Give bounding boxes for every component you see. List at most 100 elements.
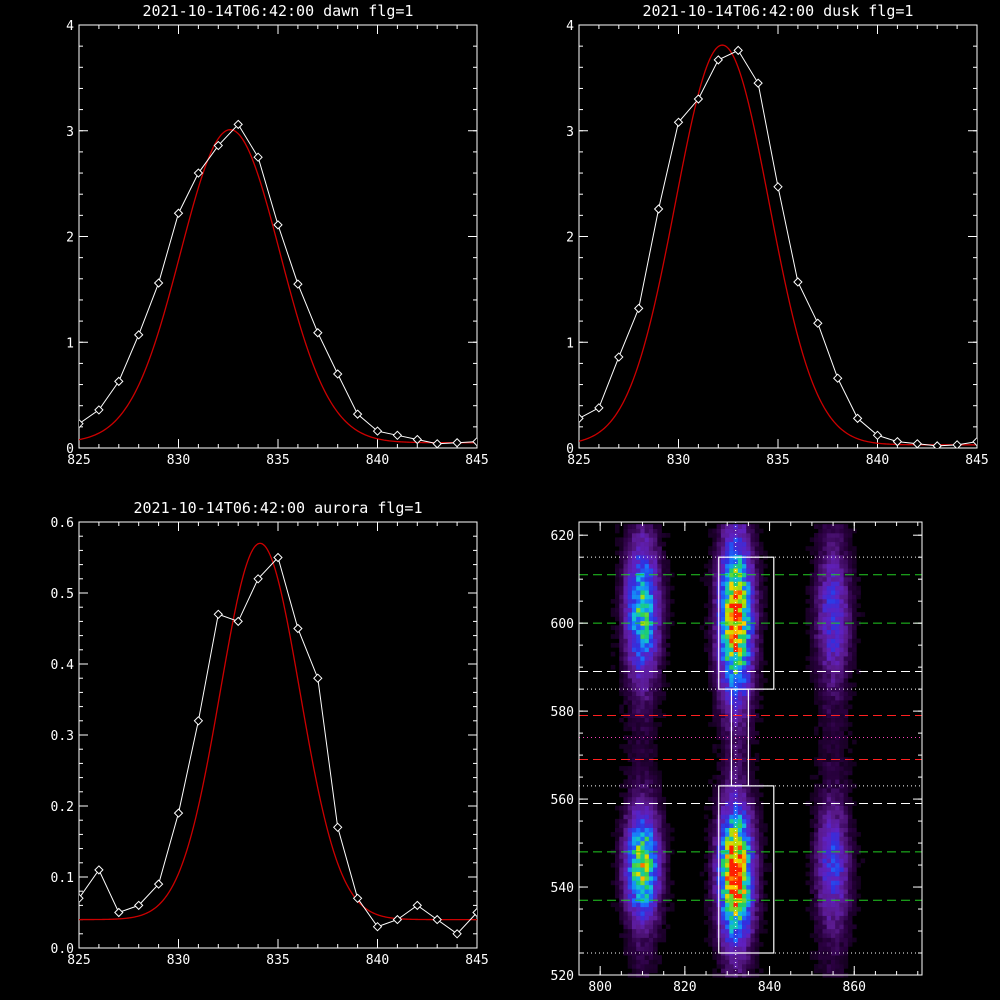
heatmap-cell [708,607,713,613]
heatmap-cell [631,924,637,930]
heatmap-cell [631,704,637,710]
heatmap-cell [631,774,637,780]
heatmap-cell [631,576,637,582]
heatmap-cell [830,955,836,960]
heatmap-cell [653,928,658,934]
heatmap-cell [822,735,828,741]
heatmap-cell [818,625,823,631]
heatmap-cell [716,964,722,969]
heatmap-cell [852,598,857,604]
heatmap-cell [640,678,645,683]
heatmap-cell [839,832,844,837]
heatmap-cell [703,805,709,811]
heatmap-cell [640,700,645,705]
heatmap-cell [818,788,823,793]
heatmap-cell [725,788,730,793]
heatmap-cell [725,805,730,811]
heatmap-cell [737,616,743,622]
heatmap-cell [847,598,853,604]
heatmap-cell [636,537,641,543]
heatmap-cell [619,906,624,912]
heatmap-cell [636,814,641,820]
heatmap-cell [631,884,637,890]
heatmap-cell [627,814,633,820]
y-tick-label: 2 [566,231,574,246]
heatmap-cell [725,656,730,661]
heatmap-cell [619,871,624,877]
heatmap-cell [627,920,633,925]
fit-curve [579,44,977,446]
heatmap-cell [636,550,641,556]
heatmap-cell [657,858,662,864]
heatmap-cell [742,849,747,855]
heatmap-cell [657,669,662,675]
heatmap-cell [839,964,844,969]
heatmap-cell [708,682,713,688]
heatmap-cell [814,572,819,578]
heatmap-cell [852,691,857,697]
heatmap-cell [627,704,633,710]
heatmap-cell [627,924,633,930]
heatmap-cell [619,603,624,609]
heatmap-cell [763,585,768,591]
heatmap-cell [725,933,730,938]
heatmap-cell [737,796,743,802]
heatmap-cell [758,576,764,582]
heatmap-cell [818,955,823,960]
heatmap-cell [843,590,849,595]
heatmap-cell [712,554,717,560]
heatmap-cell [733,629,739,635]
heatmap-cell [665,854,671,859]
heatmap-cell [640,673,645,679]
heatmap-cell [623,673,628,679]
heatmap-cell [830,563,836,569]
heatmap-cell [720,563,726,569]
heatmap-cell [830,748,836,754]
heatmap-cell [627,533,633,538]
heatmap-cell [614,893,620,899]
heatmap-cell [725,814,730,820]
heatmap-cell [818,840,823,846]
heatmap-cell [627,893,633,899]
heatmap-cell [720,937,726,943]
heatmap-cell [805,585,811,591]
heatmap-cell [614,581,620,587]
heatmap-cell [746,625,751,631]
heatmap-cell [631,814,637,820]
heatmap-cell [619,585,624,591]
data-point [233,119,243,130]
heatmap-cell [729,607,734,613]
heatmap-cell [708,625,713,631]
heatmap-cell [623,660,628,666]
heatmap-cell [712,867,717,872]
heatmap-cell [822,818,828,824]
heatmap-cell [758,616,764,622]
heatmap-cell [644,524,650,529]
heatmap-cell [750,612,756,617]
heatmap-cell [729,620,734,626]
heatmap-cell [653,598,658,604]
heatmap-cell [737,893,743,899]
heatmap-cell [657,902,662,908]
heatmap-cell [737,748,743,754]
heatmap-cell [830,585,836,591]
heatmap-cell [830,889,836,894]
heatmap-cell [852,656,857,661]
heatmap-cell [826,928,832,934]
heatmap-cell [754,959,760,965]
heatmap-cell [750,581,756,587]
heatmap-cell [644,906,650,912]
heatmap-cell [843,920,849,925]
heatmap-cell [708,528,713,534]
heatmap-cell [619,550,624,556]
data-point [472,436,477,447]
heatmap-cell [737,876,743,881]
heatmap-cell [657,559,662,565]
heatmap-cell [623,893,628,899]
heatmap-cell [822,937,828,943]
heatmap-cell [614,845,620,850]
heatmap-cell [644,814,650,820]
heatmap-cell [814,845,819,850]
heatmap-cell [640,524,645,529]
heatmap-cell [729,563,734,569]
